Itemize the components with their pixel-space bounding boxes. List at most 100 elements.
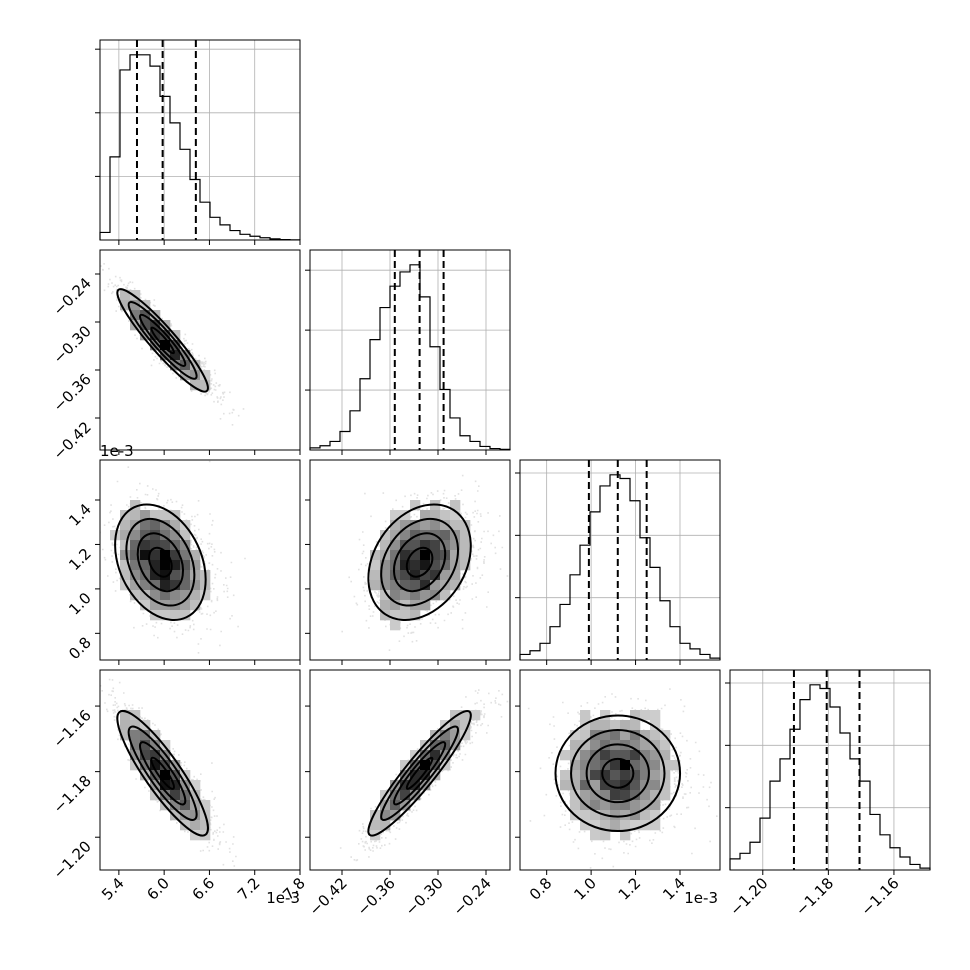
density-cell [580,760,591,771]
density-cell [390,510,401,521]
density-cell [600,710,611,721]
density-cell [170,520,181,531]
density-cell [640,760,651,771]
density-cell [420,760,431,771]
density-cell [630,810,641,821]
density-cell [650,770,661,781]
x-tick-label: −1.18 [792,874,837,919]
density-cell [610,760,621,771]
density-cell [120,730,131,741]
density-cell [460,560,471,571]
histogram-panel [515,459,721,665]
density-cell [400,780,411,791]
density-cell [630,710,641,721]
x-tick-label: 1.2 [615,874,645,904]
density-cell [640,750,651,761]
density-cell [590,780,601,791]
density-cell [640,800,651,811]
density-cell [180,560,191,571]
panel-frame [99,39,301,241]
contour-line [405,756,434,790]
density-cell [390,590,401,601]
density-cell [380,580,391,591]
density-cell [160,790,171,801]
density-cell [630,800,641,811]
density-cell [200,590,211,601]
density-cell [450,550,461,561]
density-cell [200,370,211,381]
density-cell [440,540,451,551]
contour-line [405,546,434,578]
density-cell [450,740,461,751]
density-cell [150,530,161,541]
density-cell [150,520,161,531]
density-cell [600,730,611,741]
density-cell [170,560,181,571]
density-cell [420,510,431,521]
x-tick-label: 0.8 [526,874,556,904]
density-cell [130,540,141,551]
density-cell [190,550,201,561]
density-cell [160,350,171,361]
density-cell [580,820,591,831]
density-cell [410,770,421,781]
density-cell [380,590,391,601]
density-cell [190,560,201,571]
histogram-step [99,54,301,241]
density-cell [400,760,411,771]
panel-frame [519,669,721,871]
density-cell [420,520,431,531]
density-cell [190,810,201,821]
density-cell [160,560,171,571]
density-cell [460,530,471,541]
density-cell [650,780,661,791]
x-tick-label: 7.2 [234,874,264,904]
density-cell [570,800,581,811]
density-cell [650,740,661,751]
y-tick-label: −0.36 [50,370,95,415]
panel-frame [99,669,301,871]
density-cell [130,550,141,561]
density-cell [620,830,631,841]
density-cell [390,620,401,631]
density-cell [420,600,431,611]
density-cell [180,600,191,611]
contour-line [116,288,209,393]
density-cell [190,600,201,611]
density-cell [620,760,631,771]
density-cell [640,730,651,741]
density-cell [120,300,131,311]
density-cell [600,820,611,831]
density-cell [130,300,141,311]
joint-panel: 0.81.01.21.4 [65,459,301,665]
contour-line [127,725,198,821]
density-cell [150,550,161,561]
density-cell [450,580,461,591]
density-cell [600,740,611,751]
x-tick-label: 1.0 [570,874,600,904]
density-cell [380,540,391,551]
density-cell [120,550,131,561]
density-cell [650,790,661,801]
density-cell [610,730,621,741]
contour-line [136,532,185,593]
density-cell [170,790,181,801]
density-cell [160,580,171,591]
density-cell [660,740,671,751]
density-cell [150,770,161,781]
density-cell [440,590,451,601]
density-cell [630,750,641,761]
density-cell [200,800,211,811]
density-cell [430,770,441,781]
density-cell [390,580,401,591]
density-cell [630,820,641,831]
density-cell [130,560,141,571]
density-cell [190,590,201,601]
density-cell [170,350,181,361]
joint-panel: −0.42−0.36−0.30−0.24 [305,669,511,919]
density-cell [460,550,471,561]
density-cell [370,550,381,561]
density-cell [430,740,441,751]
density-cell [600,790,611,801]
